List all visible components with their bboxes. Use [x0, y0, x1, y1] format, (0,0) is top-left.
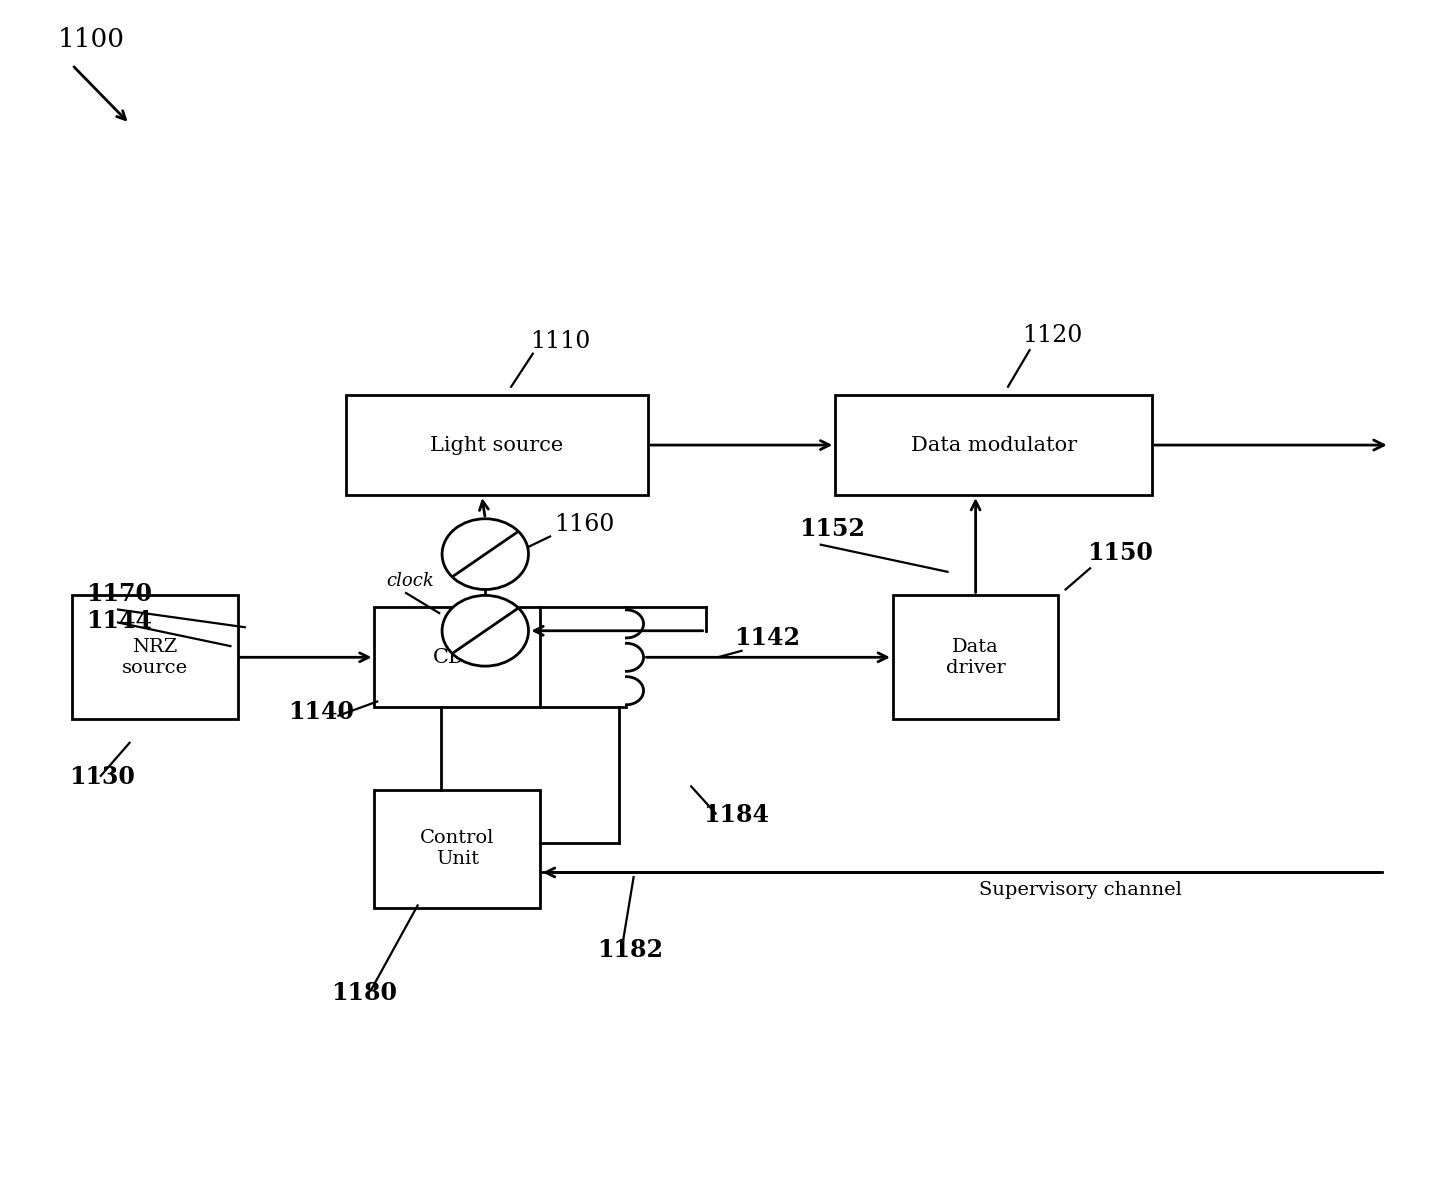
Text: 1180: 1180: [331, 981, 397, 1005]
Text: 1182: 1182: [598, 938, 664, 962]
Text: 1142: 1142: [734, 626, 801, 650]
Text: 1150: 1150: [1087, 541, 1153, 565]
Circle shape: [442, 595, 528, 666]
Text: Light source: Light source: [431, 435, 563, 455]
Bar: [835, 395, 1152, 495]
Text: 1130: 1130: [69, 765, 135, 789]
Text: 1100: 1100: [58, 27, 125, 52]
Text: 1120: 1120: [1022, 324, 1083, 347]
Text: 1170: 1170: [86, 582, 153, 606]
Text: 1184: 1184: [703, 803, 769, 826]
Text: Control
Unit: Control Unit: [420, 830, 494, 868]
Text: 1110: 1110: [530, 330, 590, 353]
Text: Data modulator: Data modulator: [910, 435, 1077, 455]
Text: CDR: CDR: [433, 647, 481, 667]
Text: Data
driver: Data driver: [946, 638, 1005, 677]
Text: 1140: 1140: [288, 700, 354, 724]
Text: clock: clock: [386, 572, 433, 590]
Bar: [72, 595, 238, 719]
Bar: [893, 595, 1058, 719]
Text: Supervisory channel: Supervisory channel: [979, 881, 1182, 900]
Bar: [346, 395, 648, 495]
Text: 1144: 1144: [86, 610, 153, 633]
Text: NRZ
source: NRZ source: [122, 638, 187, 677]
Circle shape: [442, 519, 528, 590]
Text: 1160: 1160: [554, 513, 615, 535]
Bar: [374, 607, 540, 707]
Text: 1152: 1152: [799, 518, 865, 541]
Bar: [374, 790, 540, 908]
